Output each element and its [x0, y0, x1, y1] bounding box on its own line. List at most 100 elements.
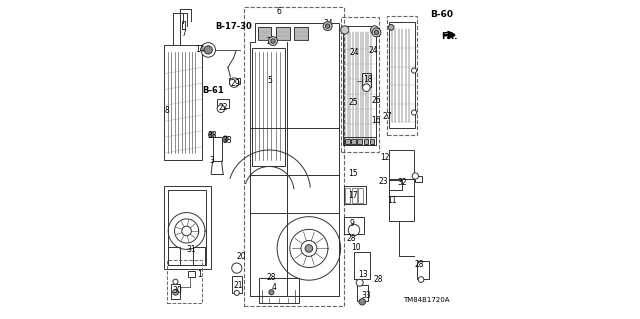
Bar [358, 285, 367, 301]
Bar [344, 137, 376, 145]
Bar [389, 22, 415, 128]
Circle shape [412, 110, 417, 115]
Bar [346, 188, 350, 203]
Bar [417, 261, 429, 278]
Bar [217, 99, 229, 108]
Circle shape [412, 173, 419, 179]
Circle shape [374, 30, 379, 35]
Circle shape [209, 132, 214, 137]
Bar [344, 187, 366, 204]
Text: 12: 12 [380, 153, 390, 162]
Text: 34: 34 [323, 19, 333, 28]
Circle shape [271, 39, 275, 43]
Circle shape [418, 277, 424, 282]
Text: 31: 31 [186, 245, 196, 254]
Text: 8: 8 [164, 106, 169, 115]
Bar [212, 137, 221, 161]
Text: 33: 33 [362, 291, 371, 300]
Circle shape [223, 136, 228, 142]
Circle shape [201, 43, 216, 57]
Text: 18: 18 [363, 75, 372, 84]
Text: FR.: FR. [442, 32, 458, 41]
Bar [351, 138, 356, 144]
Bar [168, 248, 180, 265]
Text: 5: 5 [267, 76, 272, 85]
Text: 28: 28 [373, 275, 383, 284]
Text: 4: 4 [272, 283, 276, 292]
Text: 24: 24 [368, 46, 378, 56]
Bar [182, 21, 185, 29]
Text: 20: 20 [236, 252, 246, 261]
Bar [389, 180, 402, 190]
Text: 29: 29 [230, 79, 240, 88]
Bar [258, 27, 271, 41]
Circle shape [372, 28, 381, 37]
Bar [340, 17, 379, 152]
Text: 28: 28 [347, 234, 356, 243]
Bar [343, 26, 376, 145]
Text: TM84B1720A: TM84B1720A [403, 297, 449, 303]
Bar [415, 176, 422, 182]
Bar [276, 27, 289, 41]
Text: 28: 28 [267, 272, 276, 281]
Bar [389, 150, 414, 221]
Circle shape [325, 24, 330, 28]
Text: 28: 28 [415, 260, 424, 270]
Circle shape [301, 241, 317, 256]
Text: 24: 24 [349, 48, 359, 57]
Text: 22: 22 [219, 103, 228, 112]
Circle shape [269, 37, 278, 46]
Circle shape [356, 279, 363, 286]
Bar [352, 188, 356, 203]
Text: 33: 33 [223, 136, 232, 145]
Bar [259, 278, 299, 303]
Text: B-61: B-61 [202, 86, 224, 95]
Circle shape [232, 263, 242, 273]
Circle shape [362, 84, 370, 92]
Bar [344, 217, 364, 234]
Circle shape [340, 26, 349, 34]
Circle shape [371, 26, 379, 34]
Text: 33: 33 [207, 131, 217, 140]
Bar [252, 48, 285, 166]
Text: B-60: B-60 [431, 11, 454, 19]
Bar [232, 276, 242, 293]
Bar [355, 252, 369, 278]
Bar [362, 73, 371, 87]
Circle shape [182, 226, 191, 236]
Bar [193, 248, 205, 265]
Circle shape [173, 289, 179, 295]
Text: 30: 30 [172, 286, 182, 295]
Text: 16: 16 [371, 116, 381, 125]
Bar [164, 187, 211, 269]
Text: 3: 3 [210, 156, 214, 165]
Bar [346, 138, 350, 144]
Text: 14: 14 [195, 45, 205, 55]
Circle shape [217, 105, 225, 113]
Bar [364, 138, 368, 144]
Text: 2: 2 [267, 37, 272, 46]
Text: 15: 15 [349, 169, 358, 178]
Text: 21: 21 [234, 281, 243, 290]
Text: 11: 11 [388, 196, 397, 205]
Text: 25: 25 [349, 99, 358, 108]
Circle shape [412, 68, 417, 73]
Bar [369, 138, 374, 144]
Text: 10: 10 [351, 243, 361, 252]
Text: 13: 13 [358, 270, 368, 279]
Text: 26: 26 [371, 96, 381, 105]
Circle shape [348, 224, 360, 236]
Text: 23: 23 [379, 177, 388, 186]
Bar [171, 284, 180, 299]
Circle shape [305, 245, 313, 252]
Bar [188, 271, 195, 277]
Circle shape [359, 299, 365, 305]
Bar [387, 16, 417, 135]
Circle shape [323, 22, 332, 31]
Text: 17: 17 [349, 190, 358, 200]
Text: 1: 1 [196, 270, 202, 279]
Text: B-17-30: B-17-30 [215, 22, 252, 31]
Text: 27: 27 [382, 112, 392, 121]
Circle shape [173, 279, 178, 284]
Circle shape [269, 290, 274, 295]
